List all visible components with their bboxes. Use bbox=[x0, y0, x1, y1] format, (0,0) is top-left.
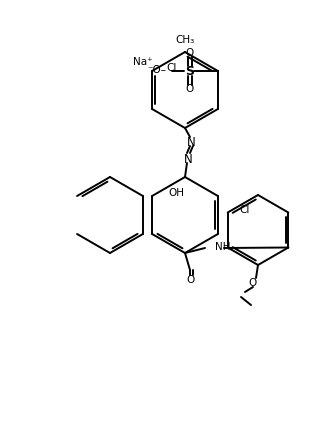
Text: O: O bbox=[186, 48, 194, 58]
Text: NH: NH bbox=[215, 242, 231, 252]
Text: Na⁺: Na⁺ bbox=[133, 57, 153, 67]
Text: O: O bbox=[186, 84, 194, 94]
Text: ⁻O–: ⁻O– bbox=[147, 65, 166, 75]
Text: CH₃: CH₃ bbox=[175, 35, 194, 45]
Text: O: O bbox=[249, 278, 257, 288]
Text: OH: OH bbox=[168, 188, 184, 198]
Text: S: S bbox=[185, 65, 194, 77]
Text: Cl: Cl bbox=[240, 204, 250, 215]
Text: O: O bbox=[187, 275, 195, 285]
Text: N: N bbox=[184, 153, 192, 165]
Text: N: N bbox=[187, 136, 195, 148]
Text: Cl: Cl bbox=[166, 63, 176, 73]
